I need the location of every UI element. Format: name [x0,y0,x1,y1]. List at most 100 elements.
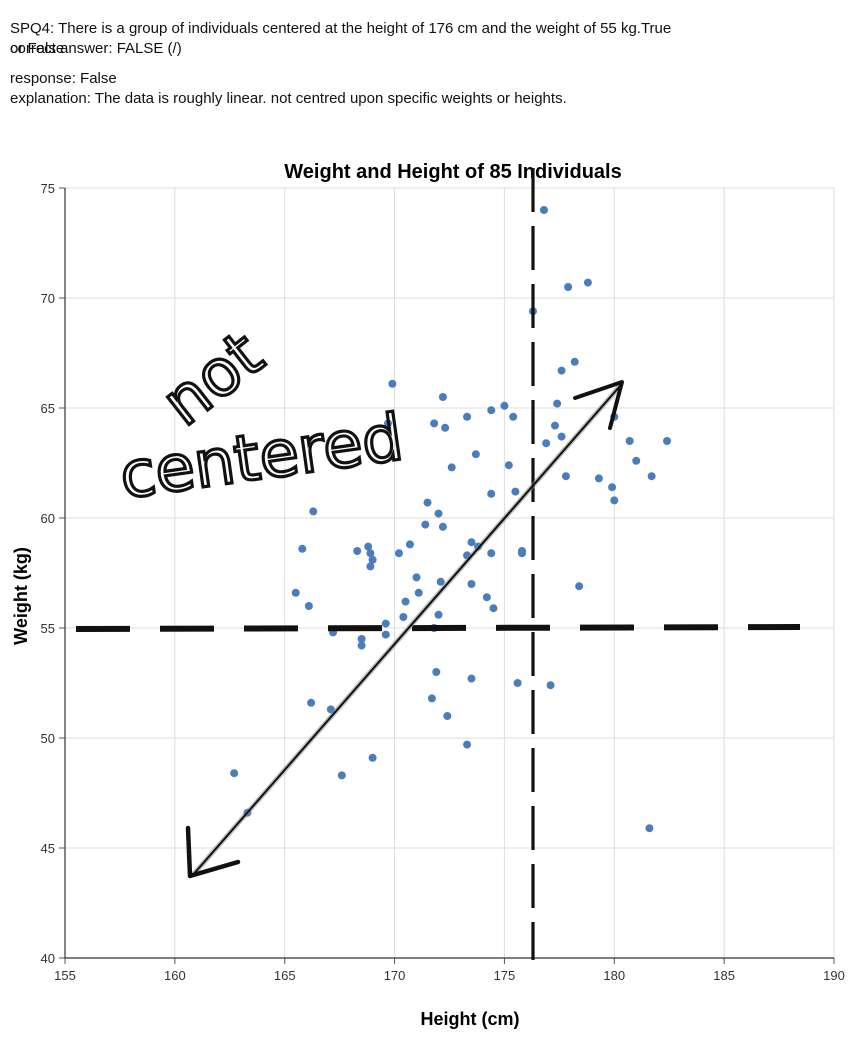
x-tick-label: 185 [713,968,735,983]
x-tick-label: 170 [384,968,406,983]
data-point [467,538,476,547]
data-point [557,366,566,375]
data-point [298,544,307,553]
data-point [357,641,366,650]
data-point [430,419,439,428]
x-axis-title: Height (cm) [421,1009,520,1029]
data-point [421,520,430,529]
y-tick-label: 55 [41,621,55,636]
data-point [561,472,570,481]
y-tick-label: 50 [41,731,55,746]
data-point [645,824,654,833]
y-tick-label: 75 [41,181,55,196]
data-point [427,694,436,703]
data-point [401,597,410,606]
data-point [467,580,476,588]
handwritten-annotation: not centered [75,168,801,960]
data-point [366,549,375,558]
data-point [489,604,498,613]
data-point [381,619,390,628]
arrow-head-upper [573,380,624,430]
data-point [539,206,548,214]
horizontal-dashed-line [75,624,801,632]
data-point [309,507,318,516]
data-point [594,474,603,483]
data-point [471,450,480,459]
grid-lines [64,187,835,959]
data-point [381,630,390,639]
data-point [368,555,377,564]
question-text: SPQ4: There is a group of individuals ce… [10,20,672,37]
data-point [432,668,441,676]
data-point [583,278,592,287]
y-axis-title: Weight (kg) [11,547,31,645]
tick-labels: 155 160 165 170 175 180 185 190 40 45 50 55 60 65 70 75 [41,181,845,983]
data-point [647,472,656,481]
data-point [405,540,414,549]
explanation-text: explanation: The data is roughly linear.… [10,90,567,107]
data-point [487,549,496,558]
annotation-centered: centered [115,401,407,514]
data-point [500,401,509,410]
data-point [608,483,617,492]
data-point [357,635,366,643]
y-tick-label: 40 [41,951,55,966]
data-point [337,771,346,780]
data-point [423,498,432,507]
chart-title: Weight and Height of 85 Individuals [284,161,621,183]
x-tick-label: 175 [494,968,516,983]
y-tick-label: 70 [41,291,55,306]
data-point [383,419,392,428]
data-point [353,547,362,555]
data-point [441,423,450,432]
data-point [304,602,313,610]
data-point [463,412,472,421]
true-false-options: or False [10,40,65,57]
y-tick-label: 65 [41,401,55,416]
data-point [553,399,562,408]
data-point [575,582,584,591]
data-point [610,496,619,505]
data-point [414,588,423,597]
x-tick-label: 165 [274,968,296,983]
data-point [463,740,472,749]
x-tick-label: 190 [823,968,845,983]
data-point [291,588,300,597]
data-point [436,577,445,586]
data-point [570,357,579,366]
data-point [513,679,522,687]
data-point [368,753,377,762]
y-tick-label: 45 [41,841,55,856]
data-point [564,283,573,291]
data-point [388,379,397,388]
data-point [511,487,520,496]
data-point [447,463,456,472]
data-point [394,549,403,558]
data-point [487,406,496,415]
data-point [434,509,443,518]
data-point [307,698,316,707]
data-point [542,439,551,448]
y-tick-label: 60 [41,511,55,526]
data-point [504,461,513,470]
data-point [230,769,239,778]
x-tick-label: 180 [603,968,625,983]
data-point [438,522,447,531]
data-point [366,562,375,571]
data-point [557,432,566,441]
data-point [625,437,634,445]
data-point [632,456,641,465]
data-point [434,610,443,619]
data-point [364,542,373,551]
data-point [663,437,672,445]
data-point [550,421,559,430]
data-point [546,681,555,690]
data-point [443,712,452,720]
x-tick-label: 155 [54,968,76,983]
x-tick-label: 160 [164,968,186,983]
data-point [487,489,496,498]
axes [59,187,835,964]
data-point [412,573,421,582]
trend-arrow-line [191,385,621,877]
